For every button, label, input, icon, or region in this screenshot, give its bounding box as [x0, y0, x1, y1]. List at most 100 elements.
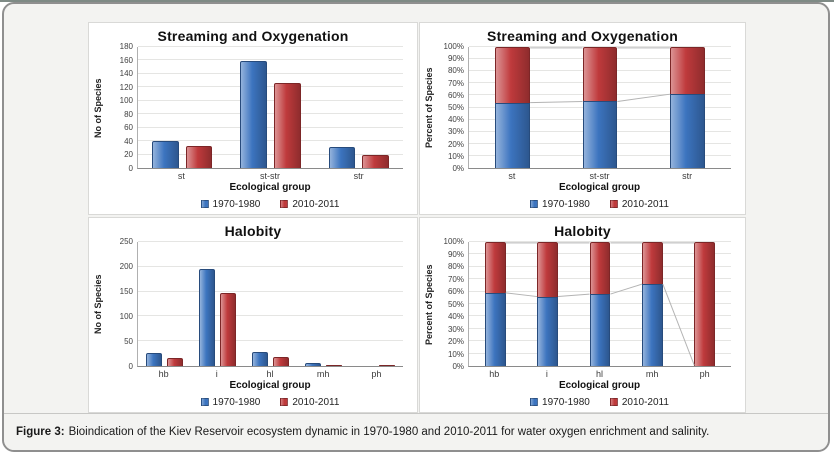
- legend: 1970-1980 2010-2011: [468, 392, 731, 409]
- bar-1970-1980-hl: [252, 352, 269, 366]
- gridline: [138, 315, 403, 317]
- gridline: [469, 241, 731, 242]
- chart-title: Halobity: [554, 223, 611, 239]
- y-tick-label: 0%: [452, 362, 464, 371]
- x-tick-label-hb: hb: [489, 369, 500, 379]
- y-axis-label: No of Species: [93, 274, 103, 335]
- gridline: [469, 46, 731, 47]
- bar-2010-2011-hb: [166, 357, 183, 366]
- x-axis-ticks: st st-str str: [468, 169, 731, 181]
- legend-label: 2010-2011: [621, 198, 669, 210]
- legend: 1970-1980 2010-2011: [468, 194, 731, 211]
- legend-swatch-icon: [200, 398, 209, 406]
- legend-item-1970-1980: 1970-1980: [200, 397, 260, 408]
- chart-title: Streaming and Oxygenation: [157, 28, 349, 44]
- top-accent-line: [0, 0, 834, 2]
- legend-swatch-icon: [609, 200, 618, 208]
- caption-label: Figure 3:: [16, 426, 65, 438]
- x-tick-label-mh: mh: [645, 369, 659, 379]
- bar-2010-2011-str: [362, 155, 389, 168]
- x-tick-label-ph: ph: [699, 369, 710, 379]
- y-tick-label: 60%: [447, 90, 464, 100]
- bar-2010-2011-ph: [378, 365, 395, 366]
- gridline: [138, 99, 403, 101]
- y-tick-label: 80: [124, 109, 133, 119]
- legend-label: 2010-2011: [292, 396, 340, 408]
- y-tick-label: 10%: [447, 349, 464, 359]
- y-tick-label: 30%: [447, 127, 464, 137]
- gridline: [138, 140, 403, 142]
- y-tick-label: 60%: [447, 287, 464, 296]
- streaming-count-chart: Streaming and Oxygenation No of Species …: [89, 23, 417, 214]
- y-tick-label: 10%: [447, 151, 464, 161]
- y-tick-label: 90%: [447, 249, 464, 259]
- legend-swatch-icon: [280, 200, 289, 208]
- x-tick-label-i: i: [215, 369, 218, 379]
- y-tick-label: 80%: [447, 262, 464, 271]
- plot-area: [468, 241, 731, 367]
- gridline: [138, 241, 403, 242]
- y-tick-label: 180: [119, 42, 133, 51]
- x-tick-label-str: str: [353, 171, 364, 181]
- y-tick-label: 70%: [447, 274, 464, 284]
- bar-1970-1980-hb: [146, 353, 163, 366]
- stack-segment-2010-2011-mh: [641, 242, 663, 285]
- gridline: [138, 153, 403, 155]
- stack-segment-2010-2011-str: [669, 47, 705, 95]
- y-tick-label: 0: [128, 362, 133, 371]
- x-axis-label: Ecological group: [558, 182, 641, 193]
- chart-panel-halobity-count: Halobity No of Species 0 50 100 150 200 250 h…: [88, 217, 418, 413]
- legend: 1970-1980 2010-2011: [137, 392, 403, 409]
- y-tick-label: 50: [124, 337, 133, 346]
- y-tick-label: 0%: [452, 164, 464, 173]
- legend-item-2010-2011: 2010-2011: [609, 198, 669, 210]
- gridline: [138, 113, 403, 115]
- gridline: [138, 46, 403, 47]
- plot-area: [137, 46, 403, 169]
- y-tick-label: 250: [119, 237, 133, 246]
- y-axis-label: Percent of Species: [424, 67, 434, 149]
- stack-segment-1970-1980-st-str: [582, 101, 618, 168]
- legend-label: 1970-1980: [212, 198, 261, 210]
- bar-1970-1980-st-str: [240, 61, 267, 168]
- legend-item-1970-1980: 1970-1980: [530, 199, 590, 210]
- bar-1970-1980-st: [152, 141, 179, 168]
- legend: 1970-1980 2010-2011: [137, 194, 403, 211]
- y-tick-label: 30%: [447, 324, 464, 334]
- y-tick-label: 50%: [447, 299, 464, 309]
- x-axis-label: Ecological group: [558, 380, 641, 391]
- x-tick-label-st: st: [508, 171, 516, 181]
- y-axis-label: No of Species: [93, 78, 103, 138]
- x-tick-label-mh: mh: [316, 369, 330, 379]
- stack-segment-2010-2011-st-str: [582, 47, 618, 102]
- y-tick-label: 100%: [443, 42, 464, 51]
- bar-2010-2011-hl: [272, 356, 289, 366]
- x-tick-label-ph: ph: [371, 369, 382, 379]
- bar-2010-2011-i: [219, 292, 236, 366]
- stack-segment-1970-1980-str: [669, 94, 705, 168]
- x-axis-ticks: hb i hl mh ph: [137, 367, 403, 379]
- gridline: [138, 72, 403, 74]
- figure-caption: Figure 3: Bioindication of the Kiev Rese…: [4, 413, 828, 450]
- series-connector-lines: [469, 242, 731, 366]
- y-tick-label: 0: [128, 164, 133, 173]
- bar-2010-2011-mh: [325, 364, 342, 366]
- y-axis-ticks: 0 20 40 60 80 100 120 140 160 180: [105, 43, 137, 173]
- bar-1970-1980-mh: [305, 363, 322, 366]
- y-tick-label: 20%: [447, 337, 464, 346]
- stack-segment-1970-1980-hb: [484, 292, 506, 366]
- stack-segment-1970-1980-i: [537, 296, 559, 366]
- y-tick-label: 70%: [447, 78, 464, 88]
- streaming-percent-chart: Streaming and Oxygenation Percent of Spe…: [420, 23, 745, 214]
- legend-item-1970-1980: 1970-1980: [200, 198, 261, 210]
- legend-label: 2010-2011: [621, 396, 669, 408]
- chart-panel-streaming-count: Streaming and Oxygenation No of Species …: [88, 22, 418, 215]
- y-tick-label: 200: [119, 262, 133, 271]
- bar-1970-1980-i: [199, 268, 216, 366]
- legend-label: 1970-1980: [542, 396, 590, 408]
- x-tick-label-hb: hb: [158, 369, 169, 379]
- legend-item-2010-2011: 2010-2011: [609, 396, 669, 408]
- chart-panel-streaming-percent: Streaming and Oxygenation Percent of Spe…: [419, 22, 746, 215]
- y-tick-label: 100: [119, 312, 133, 321]
- series-connector-lines: [469, 47, 731, 168]
